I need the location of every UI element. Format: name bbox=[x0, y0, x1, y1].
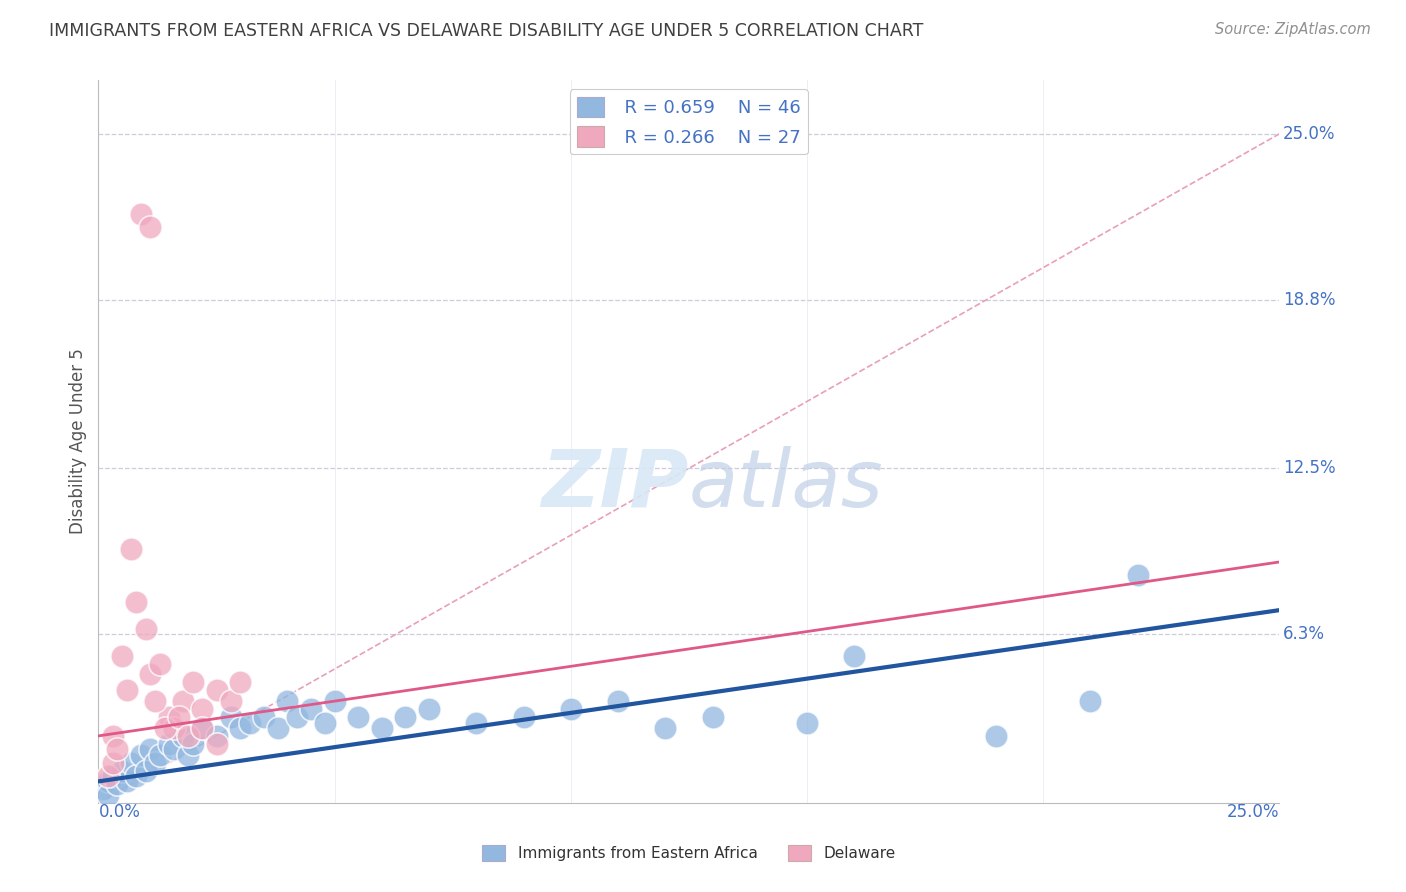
Point bbox=[560, 702, 582, 716]
Point bbox=[984, 729, 1007, 743]
Point bbox=[219, 694, 242, 708]
Point bbox=[163, 721, 186, 735]
Point bbox=[229, 675, 252, 690]
Point bbox=[135, 622, 157, 636]
Point bbox=[1126, 568, 1149, 582]
Point bbox=[105, 777, 128, 791]
Point bbox=[191, 702, 214, 716]
Point bbox=[115, 683, 138, 698]
Point bbox=[267, 721, 290, 735]
Point bbox=[129, 207, 152, 221]
Point bbox=[111, 764, 134, 778]
Point bbox=[181, 737, 204, 751]
Point bbox=[1080, 694, 1102, 708]
Point bbox=[394, 710, 416, 724]
Point bbox=[125, 769, 148, 783]
Point bbox=[371, 721, 394, 735]
Point bbox=[191, 721, 214, 735]
Point bbox=[101, 756, 124, 770]
Text: atlas: atlas bbox=[689, 446, 884, 524]
Point bbox=[115, 774, 138, 789]
Point bbox=[177, 747, 200, 762]
Point bbox=[172, 729, 194, 743]
Point bbox=[101, 769, 124, 783]
Point bbox=[125, 595, 148, 609]
Point bbox=[205, 737, 228, 751]
Text: 0.0%: 0.0% bbox=[98, 803, 141, 821]
Point bbox=[91, 782, 114, 797]
Point bbox=[121, 756, 143, 770]
Point bbox=[205, 683, 228, 698]
Point bbox=[111, 648, 134, 663]
Point bbox=[276, 694, 298, 708]
Point bbox=[163, 742, 186, 756]
Point bbox=[139, 742, 162, 756]
Text: IMMIGRANTS FROM EASTERN AFRICA VS DELAWARE DISABILITY AGE UNDER 5 CORRELATION CH: IMMIGRANTS FROM EASTERN AFRICA VS DELAWA… bbox=[49, 22, 924, 40]
Point bbox=[139, 667, 162, 681]
Point bbox=[167, 710, 190, 724]
Text: 18.8%: 18.8% bbox=[1284, 291, 1336, 309]
Point bbox=[97, 788, 120, 802]
Text: 25.0%: 25.0% bbox=[1284, 125, 1336, 143]
Point bbox=[465, 715, 488, 730]
Point bbox=[143, 694, 166, 708]
Text: Source: ZipAtlas.com: Source: ZipAtlas.com bbox=[1215, 22, 1371, 37]
Point bbox=[157, 737, 180, 751]
Point bbox=[796, 715, 818, 730]
Point bbox=[654, 721, 676, 735]
Legend: Immigrants from Eastern Africa, Delaware: Immigrants from Eastern Africa, Delaware bbox=[477, 838, 901, 867]
Point bbox=[177, 729, 200, 743]
Point bbox=[157, 710, 180, 724]
Point bbox=[205, 729, 228, 743]
Point bbox=[229, 721, 252, 735]
Point bbox=[314, 715, 336, 730]
Point bbox=[172, 694, 194, 708]
Point bbox=[702, 710, 724, 724]
Point bbox=[129, 747, 152, 762]
Point bbox=[105, 742, 128, 756]
Text: 25.0%: 25.0% bbox=[1227, 803, 1279, 821]
Point bbox=[285, 710, 308, 724]
Point bbox=[181, 675, 204, 690]
Point bbox=[101, 729, 124, 743]
Point bbox=[219, 710, 242, 724]
Point bbox=[139, 220, 162, 235]
Y-axis label: Disability Age Under 5: Disability Age Under 5 bbox=[69, 349, 87, 534]
Point bbox=[347, 710, 370, 724]
Point bbox=[299, 702, 322, 716]
Point bbox=[323, 694, 346, 708]
Point bbox=[844, 648, 866, 663]
Point bbox=[143, 756, 166, 770]
Point bbox=[149, 657, 172, 671]
Text: ZIP: ZIP bbox=[541, 446, 689, 524]
Point bbox=[135, 764, 157, 778]
Point bbox=[253, 710, 276, 724]
Point bbox=[239, 715, 262, 730]
Point bbox=[97, 769, 120, 783]
Point bbox=[97, 774, 120, 789]
Point bbox=[607, 694, 630, 708]
Text: 12.5%: 12.5% bbox=[1284, 459, 1336, 477]
Point bbox=[149, 747, 172, 762]
Point bbox=[512, 710, 534, 724]
Point bbox=[121, 541, 143, 556]
Text: 6.3%: 6.3% bbox=[1284, 625, 1324, 643]
Point bbox=[191, 721, 214, 735]
Point bbox=[153, 721, 176, 735]
Point bbox=[418, 702, 440, 716]
